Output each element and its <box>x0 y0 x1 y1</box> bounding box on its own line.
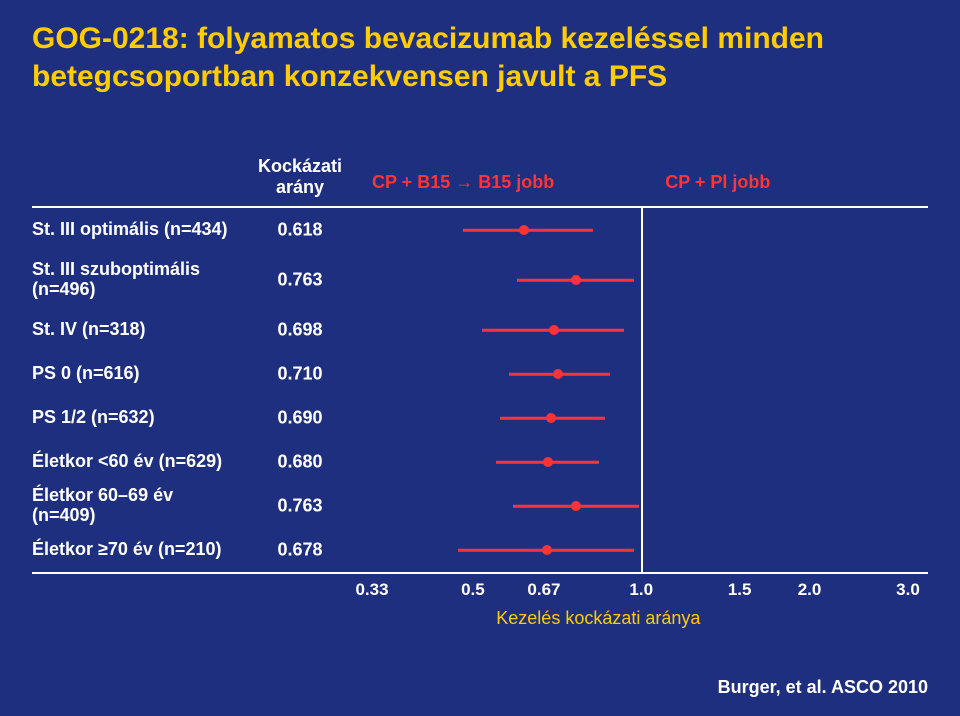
row-label: St. IV (n=318) <box>32 320 240 340</box>
row-plot <box>372 364 908 384</box>
hr-point <box>542 545 552 555</box>
row-label: PS 0 (n=616) <box>32 364 240 384</box>
row-value: 0.710 <box>240 364 360 385</box>
axis-label-left: CP + B15 → B15 jobb <box>372 172 641 193</box>
row-plot <box>372 408 908 428</box>
row-plot <box>372 452 908 472</box>
row-label: Életkor ≥70 év (n=210) <box>32 540 240 560</box>
row-value: 0.698 <box>240 320 360 341</box>
row-plot <box>372 496 908 516</box>
table-row: St. IV (n=318)0.698 <box>32 308 928 352</box>
table-row: Életkor ≥70 év (n=210)0.678 <box>32 528 928 572</box>
forest-plot: Kockázati arány CP + B15 → B15 jobb CP +… <box>32 156 928 608</box>
hr-point <box>546 413 556 423</box>
table-row: Életkor <60 év (n=629)0.680 <box>32 440 928 484</box>
slide-title: GOG-0218: folyamatos bevacizumab kezelés… <box>32 20 912 95</box>
row-value: 0.763 <box>240 270 360 291</box>
x-tick: 1.5 <box>728 580 752 600</box>
hr-point <box>543 457 553 467</box>
row-value: 0.618 <box>240 220 360 241</box>
rows-container: St. III optimális (n=434)0.618St. III sz… <box>32 208 928 572</box>
row-value: 0.690 <box>240 408 360 429</box>
table-row: Életkor 60–69 év (n=409)0.763 <box>32 484 928 528</box>
row-label: PS 1/2 (n=632) <box>32 408 240 428</box>
table-header: Kockázati arány CP + B15 → B15 jobb CP +… <box>32 156 928 208</box>
x-tick: 0.33 <box>355 580 388 600</box>
hr-point <box>571 501 581 511</box>
col-header-ratio-l1: Kockázati <box>258 156 342 176</box>
table-row: PS 0 (n=616)0.710 <box>32 352 928 396</box>
x-tick: 3.0 <box>896 580 920 600</box>
x-tick: 0.5 <box>461 580 485 600</box>
row-plot <box>372 220 908 240</box>
x-tick: 2.0 <box>798 580 822 600</box>
row-plot <box>372 270 908 290</box>
x-axis-label: Kezelés kockázati aránya <box>496 608 700 629</box>
table-footer: 0.330.50.671.01.52.03.0Kezelés kockázati… <box>32 572 928 608</box>
row-value: 0.678 <box>240 540 360 561</box>
col-header-ratio: Kockázati arány <box>240 156 360 197</box>
col-header-ratio-l2: arány <box>276 177 324 197</box>
row-label: St. III szuboptimális (n=496) <box>32 260 240 300</box>
x-tick: 0.67 <box>527 580 560 600</box>
axis-label-right: CP + Pl jobb <box>665 172 770 193</box>
row-value: 0.763 <box>240 496 360 517</box>
x-tick: 1.0 <box>629 580 653 600</box>
table-row: PS 1/2 (n=632)0.690 <box>32 396 928 440</box>
row-label: St. III optimális (n=434) <box>32 220 240 240</box>
row-label: Életkor 60–69 év (n=409) <box>32 486 240 526</box>
hr-point <box>553 369 563 379</box>
hr-point <box>571 275 581 285</box>
hr-point <box>549 325 559 335</box>
row-value: 0.680 <box>240 452 360 473</box>
row-plot <box>372 320 908 340</box>
table-row: St. III optimális (n=434)0.618 <box>32 208 928 252</box>
row-label: Életkor <60 év (n=629) <box>32 452 240 472</box>
table-row: St. III szuboptimális (n=496)0.763 <box>32 252 928 308</box>
reference-line-1 <box>641 208 643 572</box>
hr-point <box>519 225 529 235</box>
footer-rule <box>32 572 928 574</box>
row-plot <box>372 540 908 560</box>
reference-citation: Burger, et al. ASCO 2010 <box>718 677 928 698</box>
